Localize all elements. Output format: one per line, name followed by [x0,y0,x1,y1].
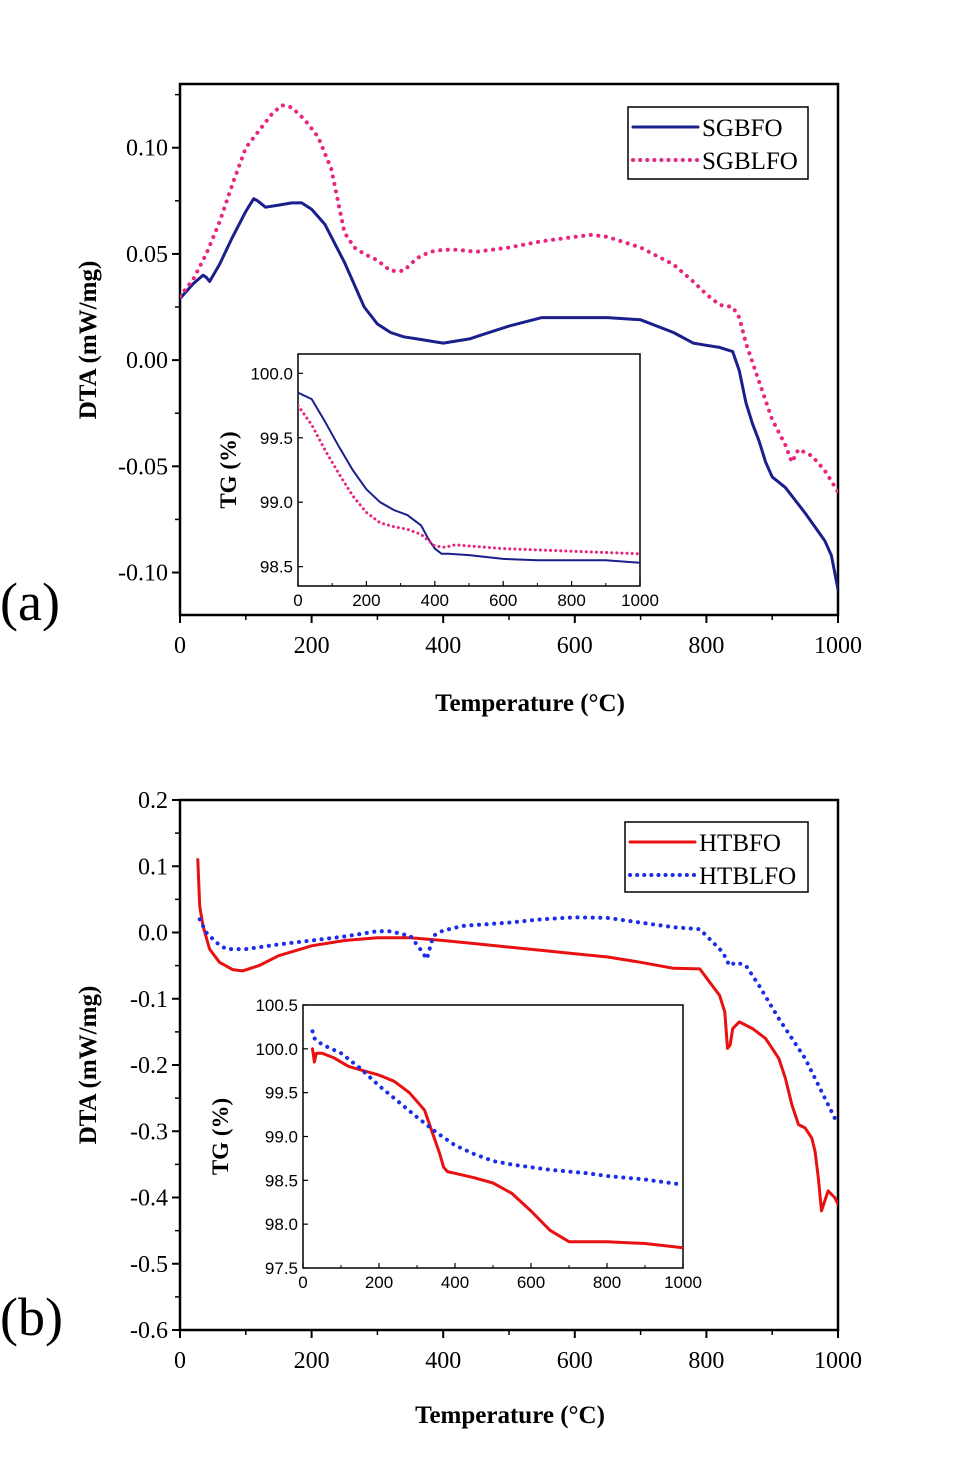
x-tick-label: 800 [688,633,724,659]
x-axis-label: Temperature (°C) [435,690,625,717]
panel-a: 0 200 400 600 800 1000 -0.10 -0.05 0.00 0.05 0.10 T… [0,82,862,717]
panel-b: 0 200 400 600 800 1000 -0.6 -0.5 -0.4 -0.3 -0.2 -0.… [0,788,862,1429]
inset-y-tick-label: 99.0 [265,1128,298,1147]
inset-frame-b [302,1004,684,1269]
inset-y-tick-label: 100.0 [250,364,293,383]
y-tick-label: 0.05 [126,242,168,268]
legend-label: HTBLFO [699,863,796,890]
inset-y-tick-label: 97.5 [265,1259,298,1278]
x-tick-label: 800 [688,1348,724,1374]
x-tick-label: 0 [174,633,186,659]
main-series-sgblfo-line [180,103,838,494]
main-series-a [180,103,838,591]
x-tick-label: 0 [174,1348,186,1374]
y-tick-label: 0.0 [138,921,168,947]
inset-y-tick-label: 100.5 [255,996,298,1015]
x-tick-label: 400 [425,633,461,659]
inset-series-a [298,391,640,564]
x-tick-label: 1000 [814,1348,862,1374]
inset-series-htbfo-line [311,1047,683,1250]
x-tick-label: 200 [294,633,330,659]
inset-x-tick-label: 1000 [621,591,659,610]
y-axis-label: DTA (mW/mg) [75,261,102,420]
legend-label: HTBFO [699,830,781,857]
inset-a: 0 200 400 600 800 1000 98.5 99.0 99.5 100.0 TG (%) [216,353,659,610]
y-tick-label: 0.1 [138,854,168,880]
inset-y-tick-label: 98.5 [265,1171,298,1190]
main-series-htblfo-line [197,915,838,1127]
inset-x-tick-label: 200 [365,1273,393,1292]
y-tick-label: -0.10 [118,561,168,587]
inset-x-tick-label: 1000 [664,1273,702,1292]
legend-label: SGBFO [702,115,783,142]
legend-box-a [627,106,809,180]
inset-x-tick-label: 600 [517,1273,545,1292]
main-series-sgbfo-line [180,197,838,591]
legend-label: SGBLFO [702,148,798,175]
y-tick-label: -0.1 [130,987,168,1013]
y-tick-label: -0.2 [130,1053,168,1079]
y-tick-label: -0.05 [118,454,168,480]
inset-frame-a [297,353,641,587]
y-tick-label: 0.2 [138,788,168,814]
inset-y-tick-label: 98.5 [260,558,293,577]
panel-label: (a) [0,572,60,632]
y-tick-label: -0.4 [130,1186,168,1212]
inset-y-tick-label: 99.0 [260,493,293,512]
x-tick-label: 1000 [814,633,862,659]
inset-y-tick-label: 99.5 [260,429,293,448]
inset-series-sgbfo-line [298,391,640,564]
inset-y-tick-label: 98.0 [265,1215,298,1234]
x-axis-label: Temperature (°C) [415,1402,605,1429]
x-tick-label: 600 [557,633,593,659]
panel-label: (b) [0,1287,63,1347]
inset-y-tick-label: 100.0 [255,1040,298,1059]
main-series-htbfo-line [196,858,838,1213]
y-tick-label: -0.5 [130,1252,168,1278]
inset-x-tick-label: 800 [593,1273,621,1292]
inset-series-htblfo-line [310,1029,683,1187]
inset-x-tick-label: 800 [557,591,585,610]
y-tick-label: -0.3 [130,1119,168,1145]
y-tick-label: -0.6 [130,1318,168,1344]
inset-x-tick-label: 400 [441,1273,469,1292]
y-tick-label: 0.00 [126,348,168,374]
inset-y-axis-label: TG (%) [208,1098,233,1175]
inset-x-tick-label: 0 [298,1273,307,1292]
legend-box-b [624,821,809,893]
inset-x-tick-label: 600 [489,591,517,610]
x-tick-label: 400 [425,1348,461,1374]
inset-y-axis-label: TG (%) [216,431,241,508]
x-tick-label: 200 [294,1348,330,1374]
inset-series-b [310,1029,683,1250]
main-series-b [196,858,838,1213]
x-tick-label: 600 [557,1348,593,1374]
y-axis-label: DTA (mW/mg) [75,986,102,1145]
inset-x-tick-label: 400 [421,591,449,610]
inset-x-tick-label: 200 [352,591,380,610]
inset-x-tick-label: 0 [293,591,302,610]
inset-y-tick-label: 99.5 [265,1084,298,1103]
inset-b: 0 200 400 600 800 1000 97.5 98.0 98.5 99.0 99.5 100… [208,996,702,1292]
y-tick-label: 0.10 [126,136,168,162]
